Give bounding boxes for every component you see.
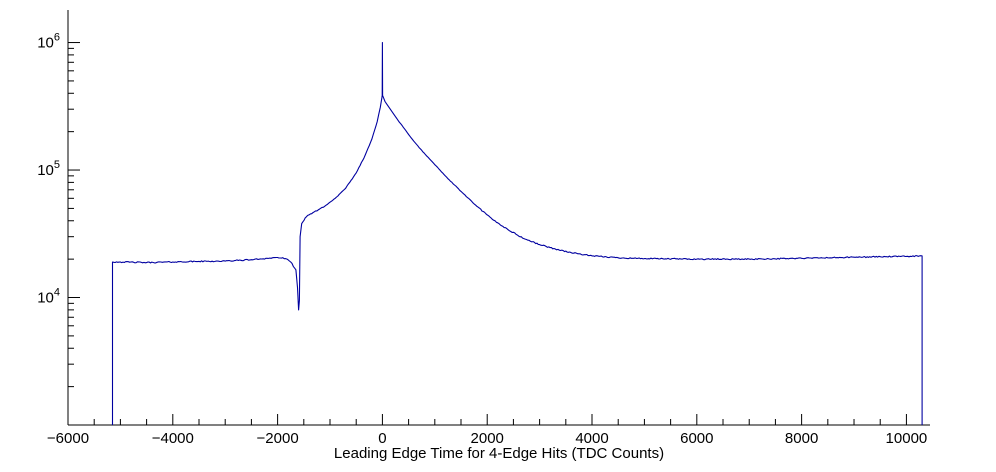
y-tick-label: 104 xyxy=(37,287,60,307)
x-tick-label: 4000 xyxy=(575,430,608,447)
x-tick-label: 2000 xyxy=(471,430,504,447)
histogram-curve xyxy=(111,41,923,425)
x-tick-label: 0 xyxy=(378,430,386,447)
x-tick-label: 10000 xyxy=(886,430,928,447)
y-tick-label: 106 xyxy=(37,32,60,52)
x-tick-label: −2000 xyxy=(257,430,299,447)
histogram-line xyxy=(111,41,923,425)
x-tick-label: −6000 xyxy=(47,430,89,447)
x-axis-title: Leading Edge Time for 4-Edge Hits (TDC C… xyxy=(334,445,664,462)
x-tick-label: 8000 xyxy=(785,430,818,447)
x-tick-label: −4000 xyxy=(152,430,194,447)
x-tick-label: 6000 xyxy=(680,430,713,447)
y-tick-label: 105 xyxy=(37,159,60,179)
axes: −6000 −4000 −2000 0 2000 4000 6000 8000 10000 104… xyxy=(37,10,930,447)
